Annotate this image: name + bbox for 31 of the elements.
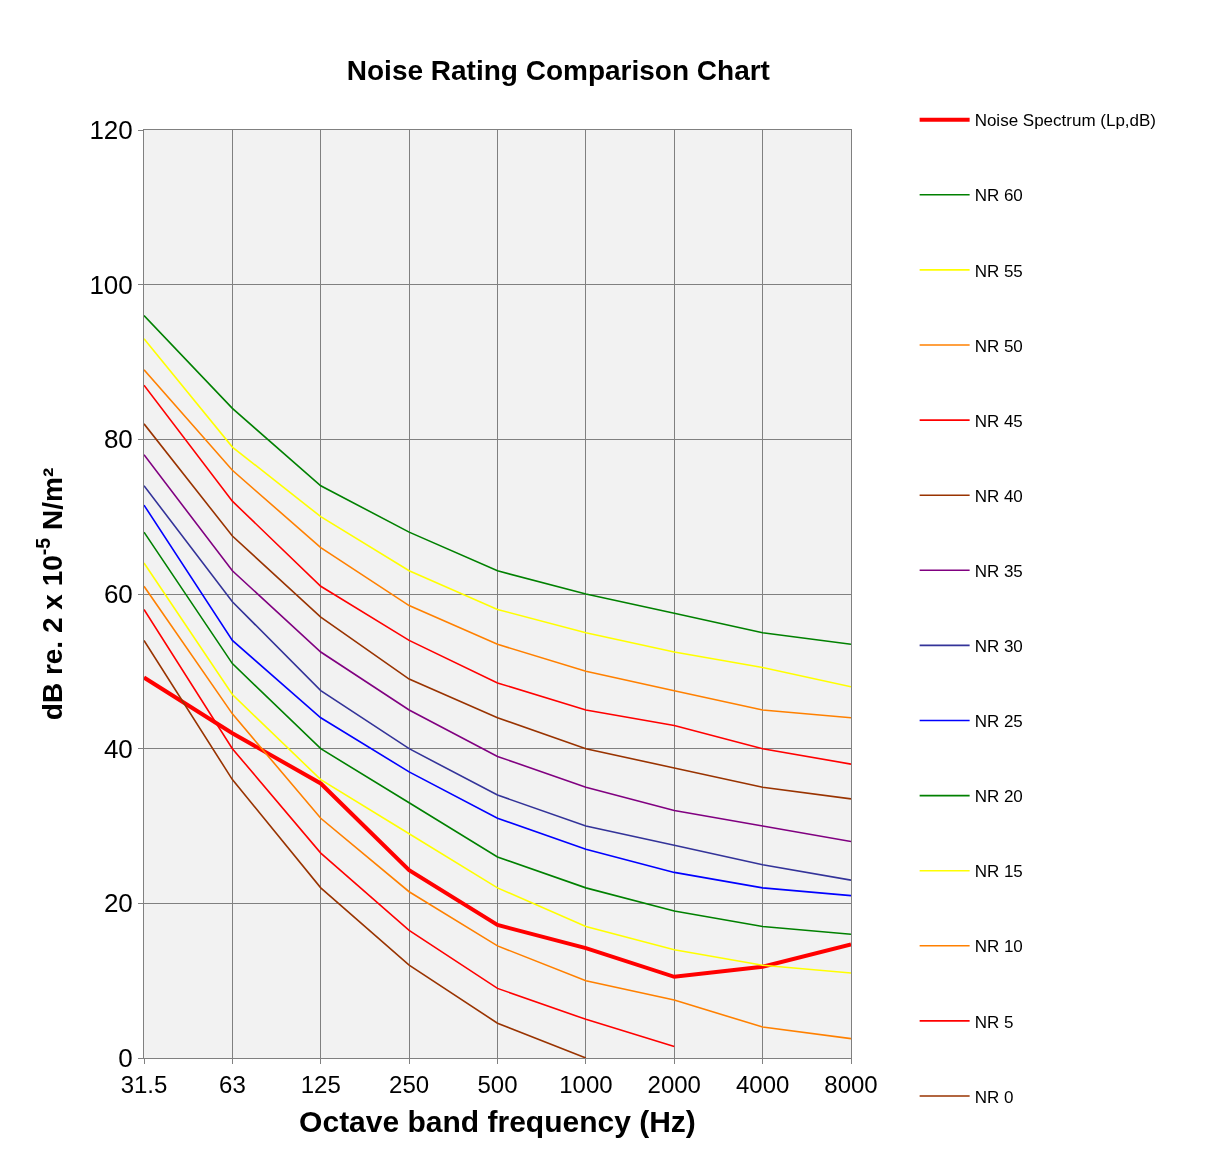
legend-label: NR 20	[974, 787, 1023, 807]
x-tick-label: 63	[219, 1070, 246, 1098]
legend-label: NR 45	[974, 411, 1023, 431]
x-tick-label: 500	[477, 1070, 518, 1098]
legend-label: NR 50	[974, 336, 1023, 356]
legend-label: NR 0	[974, 1087, 1014, 1107]
legend-label: NR 40	[974, 486, 1023, 506]
legend-label: NR 15	[974, 862, 1023, 882]
legend-label: NR 35	[974, 561, 1023, 581]
legend-label: NR 55	[974, 261, 1023, 281]
y-tick-label: 80	[103, 424, 133, 455]
legend-label: NR 5	[974, 1012, 1014, 1032]
chart-title: Noise Rating Comparison Chart	[346, 54, 770, 86]
y-tick-label: 20	[103, 888, 133, 919]
x-tick-label: 8000	[824, 1070, 878, 1098]
x-tick-label: 1000	[559, 1070, 613, 1098]
legend-label: NR 10	[974, 937, 1023, 957]
y-tick-label: 120	[89, 115, 133, 146]
x-tick-label: 2000	[647, 1070, 701, 1098]
legend-label: Noise Spectrum (Lp,dB)	[974, 111, 1157, 131]
legend-label: NR 30	[974, 637, 1023, 657]
line-series	[144, 639, 587, 1058]
x-tick-label: 125	[300, 1070, 341, 1098]
y-tick-label: 40	[103, 733, 133, 764]
legend-label: NR 25	[974, 712, 1023, 732]
y-tick-label: 100	[89, 269, 133, 300]
x-axis-title: Octave band frequency (Hz)	[299, 1105, 696, 1139]
x-tick-label: 250	[389, 1070, 430, 1098]
x-tick-label: 4000	[735, 1070, 790, 1098]
legend-label: NR 60	[974, 186, 1023, 206]
y-tick-label: 60	[103, 579, 133, 610]
